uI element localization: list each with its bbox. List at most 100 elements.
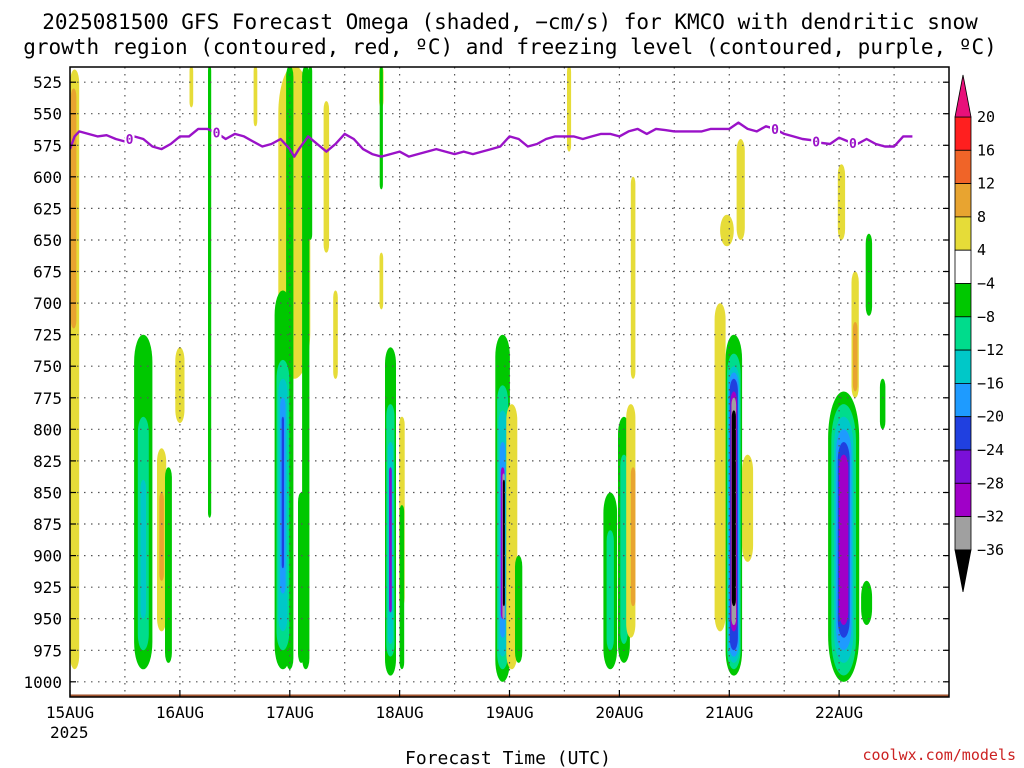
y-tick-label: 525 — [33, 73, 62, 92]
colorbar: 20 16 12 8 4 −4 −8 −12 −16 −20 −24 −28 −32 −36 — [954, 74, 1004, 592]
omega-region — [502, 479, 505, 607]
omega-region — [736, 139, 745, 240]
colorbar-segment — [954, 249, 972, 284]
y-tick-label: 775 — [33, 389, 62, 408]
y-tick-label: 1000 — [23, 673, 62, 692]
colorbar-label: −8 — [977, 308, 995, 326]
colorbar-label: −36 — [977, 541, 1004, 559]
omega-region — [333, 290, 338, 379]
colorbar-label: 20 — [977, 108, 995, 126]
freezing-level-label: 0 — [213, 127, 221, 142]
colorbar-label: −32 — [977, 508, 1004, 526]
contour-label-bg — [847, 134, 858, 151]
omega-region — [140, 479, 146, 619]
colorbar-label: −16 — [977, 374, 1004, 392]
x-tick-label: 22AUG — [815, 703, 863, 722]
omega-region — [253, 67, 258, 127]
colorbar-label: −20 — [977, 408, 1004, 426]
y-tick-label: 975 — [33, 641, 62, 660]
colorbar-segment — [954, 183, 972, 218]
freezing-level-label: 0 — [771, 123, 779, 138]
omega-region — [630, 467, 636, 607]
colorbar-segment — [954, 116, 972, 151]
colorbar-segment — [954, 283, 972, 318]
colorbar-label: −12 — [977, 341, 1004, 359]
colorbar-segment — [954, 382, 972, 418]
colorbar-segment — [954, 449, 972, 484]
chart-title-line2: growth region (contoured, red, ºC) and f… — [23, 35, 997, 59]
y-tick-label: 550 — [33, 105, 62, 124]
y-tick-label: 950 — [33, 610, 62, 629]
x-axis-year: 2025 — [50, 723, 89, 742]
omega-region — [379, 67, 383, 190]
y-tick-label: 925 — [33, 578, 62, 597]
x-tick-label: 19AUG — [485, 703, 533, 722]
y-tick-label: 875 — [33, 515, 62, 534]
omega-region — [165, 467, 172, 663]
omega-region — [308, 67, 313, 240]
colorbar-top-arrow — [954, 74, 972, 118]
omega-region — [208, 67, 212, 518]
x-tick-label: 15AUG — [46, 703, 94, 722]
y-axis-ticks: 525 550 575 600 625 650 675 700 725 750 775 800 825 8… — [23, 73, 949, 692]
freezing-level-label: 0 — [812, 136, 820, 151]
contour-label-bg — [811, 133, 822, 150]
y-tick-label: 900 — [33, 547, 62, 566]
contour-label-bg — [211, 124, 222, 141]
contour-label-bg — [770, 120, 780, 137]
freezing-level-label: 0 — [849, 137, 857, 152]
omega-region — [731, 410, 736, 607]
colorbar-segment — [954, 416, 972, 451]
colorbar-segment — [954, 216, 972, 251]
omega-region — [389, 467, 392, 613]
freezing-level-label: 0 — [126, 133, 134, 148]
omega-region — [620, 454, 628, 644]
colorbar-segment — [954, 149, 972, 185]
omega-region — [861, 580, 873, 625]
colorbar-bottom-arrow — [954, 549, 972, 592]
grid-lines — [70, 67, 949, 697]
x-tick-label: 20AUG — [595, 703, 643, 722]
freezing-level-contour: 0 0 0 0 0 — [70, 120, 913, 158]
y-tick-label: 750 — [33, 357, 62, 376]
omega-region — [852, 322, 858, 392]
x-tick-label: 21AUG — [705, 703, 753, 722]
freezing-level-line — [70, 121, 913, 158]
x-axis-label: Forecast Time (UTC) — [405, 748, 611, 768]
omega-region — [515, 555, 523, 663]
omega-region — [742, 454, 754, 562]
colorbar-label: 16 — [977, 141, 995, 159]
contour-label-bg — [124, 131, 135, 147]
colorbar-segment — [954, 349, 972, 384]
colorbar-label: −24 — [977, 441, 1004, 459]
colorbar-label: 12 — [977, 175, 995, 193]
y-tick-label: 850 — [33, 484, 62, 503]
y-tick-label: 825 — [33, 452, 62, 471]
y-tick-label: 700 — [33, 294, 62, 313]
omega-region — [298, 492, 305, 663]
chart-title-line1: 2025081500 GFS Forecast Omega (shaded, −… — [42, 10, 978, 34]
omega-region — [175, 347, 185, 424]
omega-region — [567, 67, 572, 152]
y-tick-label: 725 — [33, 326, 62, 345]
colorbar-segment — [954, 516, 972, 551]
colorbar-label: −4 — [977, 275, 995, 293]
y-tick-label: 675 — [33, 263, 62, 282]
colorbar-label: −28 — [977, 474, 1004, 492]
colorbar-label: 8 — [977, 208, 986, 226]
omega-region — [379, 252, 384, 310]
x-axis-ticks: 15AUG 16AUG 17AUG 18AUG 19AUG 20AUG 21AUG 22AUG — [46, 690, 863, 722]
omega-region — [159, 492, 164, 581]
omega-region — [865, 233, 873, 316]
y-tick-label: 800 — [33, 420, 62, 439]
colorbar-segment — [954, 316, 972, 351]
y-tick-label: 600 — [33, 168, 62, 187]
omega-region — [189, 67, 194, 108]
x-tick-label: 16AUG — [156, 703, 204, 722]
x-tick-label: 18AUG — [376, 703, 424, 722]
omega-region — [606, 530, 614, 651]
omega-region — [714, 303, 726, 632]
omega-shading — [70, 67, 886, 682]
omega-region — [399, 505, 405, 670]
